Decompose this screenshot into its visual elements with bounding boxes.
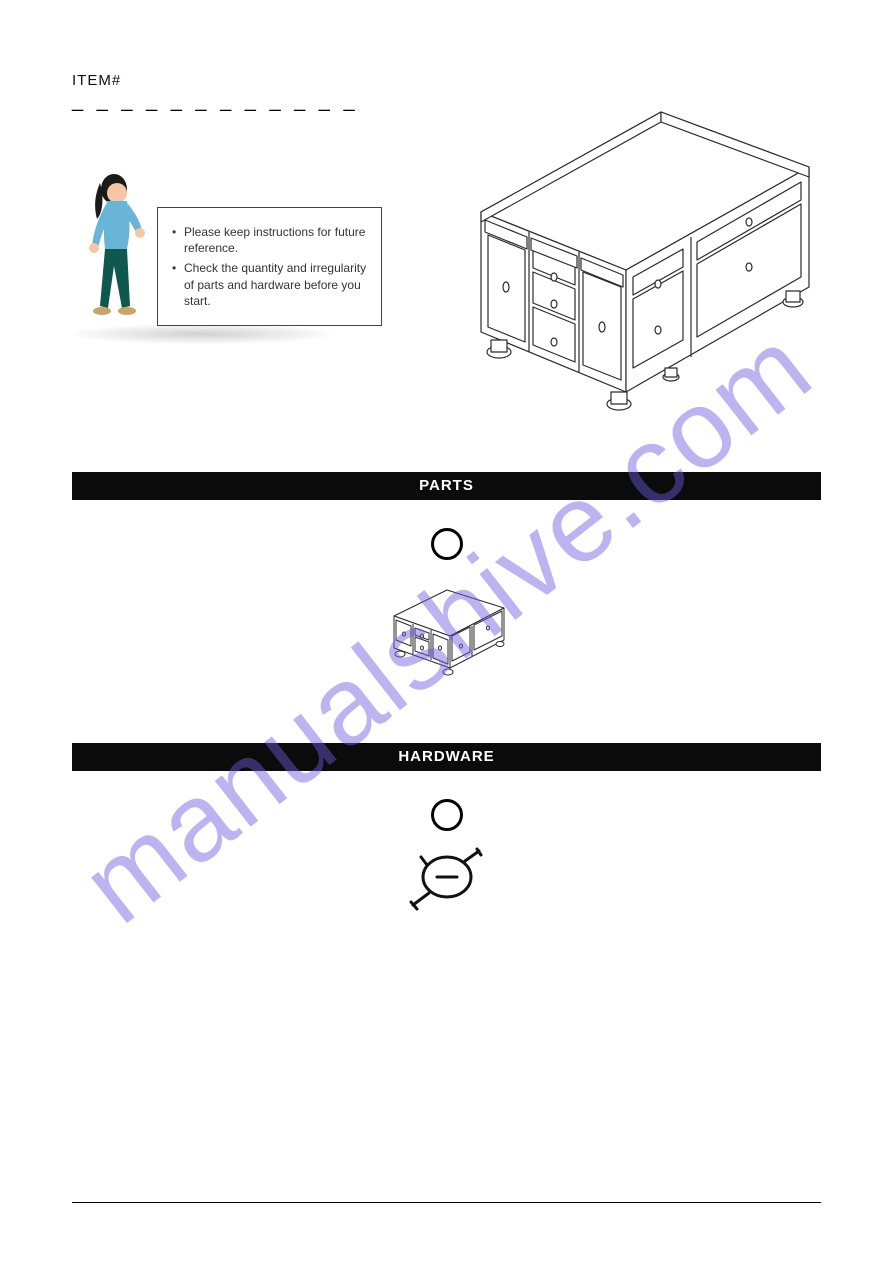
parts-zone bbox=[72, 528, 821, 743]
tip-bullet: Please keep instructions for future refe… bbox=[172, 224, 367, 256]
parts-section-bar: PARTS bbox=[72, 472, 821, 500]
hardware-section-bar: HARDWARE bbox=[72, 743, 821, 771]
instruction-tip-box: Please keep instructions for future refe… bbox=[157, 207, 382, 326]
dresser-hero-illustration bbox=[421, 72, 821, 427]
person-illustration bbox=[72, 171, 157, 326]
left-column: ITEM# _ _ _ _ _ _ _ _ _ _ _ _ bbox=[72, 72, 412, 344]
hardware-zone bbox=[72, 799, 821, 917]
parts-marker-circle bbox=[431, 528, 463, 560]
hardware-marker-circle bbox=[431, 799, 463, 831]
top-region: ITEM# _ _ _ _ _ _ _ _ _ _ _ _ bbox=[72, 72, 821, 432]
tip-row: Please keep instructions for future refe… bbox=[72, 171, 412, 326]
footer-rule bbox=[72, 1202, 821, 1203]
item-number-label: ITEM# bbox=[72, 72, 412, 89]
parts-dresser-thumbnail bbox=[382, 578, 512, 683]
anti-tip-hardware-illustration bbox=[407, 847, 487, 917]
shadow-ellipse bbox=[72, 324, 332, 344]
tip-bullet: Check the quantity and irregularity of p… bbox=[172, 260, 367, 309]
item-number-blank: _ _ _ _ _ _ _ _ _ _ _ _ bbox=[72, 91, 412, 111]
